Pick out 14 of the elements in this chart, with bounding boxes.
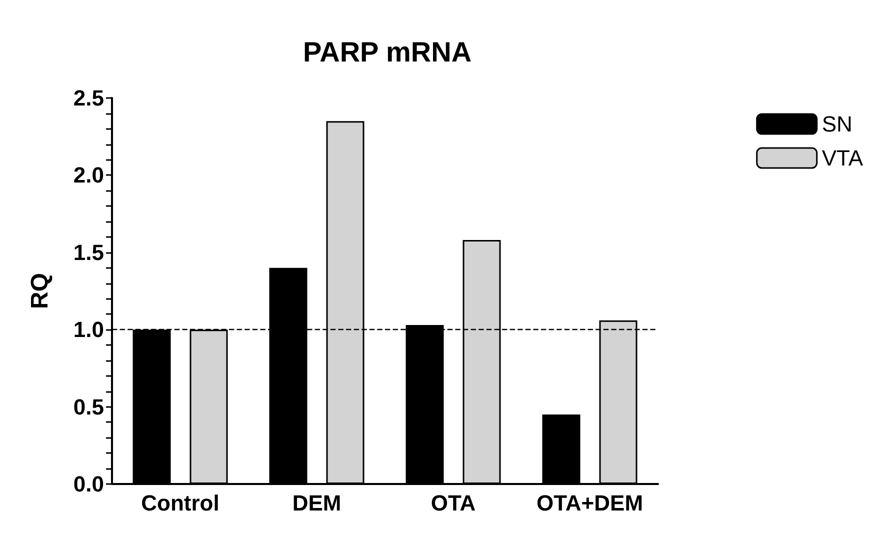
- x-tick-label: OTA: [430, 490, 476, 516]
- x-tick-label: OTA+DEM: [536, 490, 644, 516]
- y-tick-label: 1.5: [73, 240, 104, 265]
- y-axis-title: RQ: [26, 273, 54, 309]
- y-tick-label: 0.5: [73, 394, 104, 420]
- legend-label: SN: [822, 112, 852, 136]
- legend-label: VTA: [822, 146, 864, 170]
- y-tick-label: 2.0: [73, 162, 104, 188]
- y-tick-label: 0.0: [73, 472, 104, 496]
- y-tick-label: 2.5: [73, 86, 104, 110]
- chart-title: PARP mRNA: [303, 36, 472, 68]
- x-tick-label: Control: [141, 490, 220, 516]
- y-tick-label: 1.0: [73, 317, 104, 342]
- x-tick-label: DEM: [292, 490, 342, 516]
